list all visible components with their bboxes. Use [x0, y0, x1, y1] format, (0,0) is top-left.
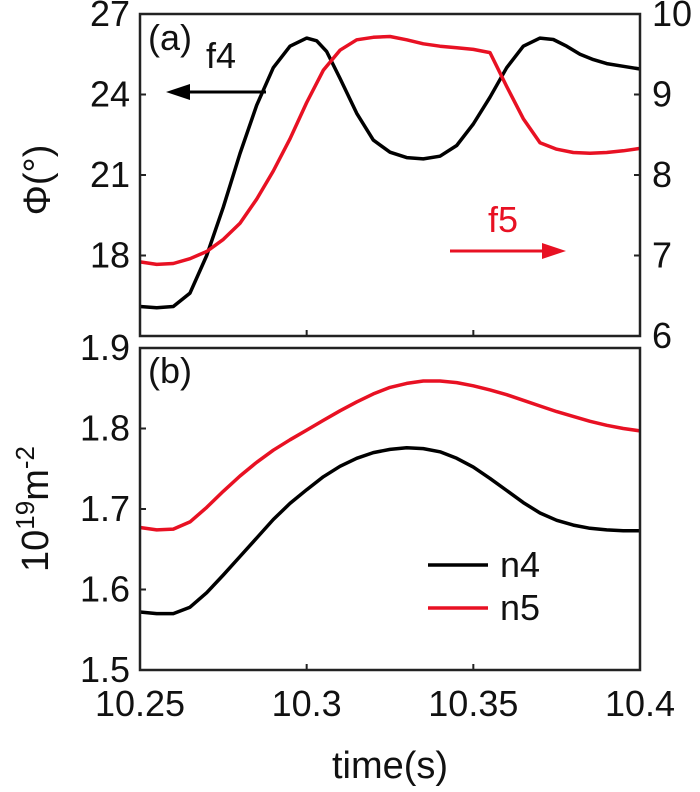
y-tick-label-right-a: 7 [652, 235, 672, 276]
f5-line [139, 34, 641, 267]
f4-arrow [166, 84, 266, 100]
f4-line [139, 36, 641, 310]
y-tick-label-b: 1.7 [80, 488, 130, 529]
panel-a-label: (a) [148, 17, 192, 58]
ylabel-unit-exp: -2 [10, 446, 40, 469]
legend-label-n4: n4 [500, 544, 540, 585]
x-tick-label: 10.35 [428, 683, 518, 724]
y-tick-label-b: 1.6 [80, 569, 130, 610]
y-tick-label-left-a: 27 [90, 0, 130, 34]
panel-b: 1.5 1.6 1.7 1.8 1.9 10.25 10.3 10.35 10.4 1019m-… [10, 327, 675, 787]
y-tick-label-b: 1.9 [80, 327, 130, 368]
panel-b-label: (b) [148, 350, 192, 391]
panel-a-lines [139, 34, 641, 310]
panel-b-ticks [139, 347, 641, 671]
x-tick-label: 10.3 [272, 683, 342, 724]
f4-annotation: f4 [206, 35, 236, 76]
y-tick-label-right-a: 9 [652, 74, 672, 115]
legend: n4 n5 [428, 544, 540, 628]
ylabel-base: 10 [15, 530, 57, 572]
panel-a-frame [138, 12, 642, 338]
y-tick-label-left-a: 24 [90, 74, 130, 115]
panel-b-frame [138, 346, 642, 672]
ylabel-exp: 19 [10, 501, 40, 530]
y-tick-label-b: 1.8 [80, 408, 130, 449]
y-tick-label-right-a: 6 [652, 315, 672, 356]
n4-line [139, 446, 640, 616]
y-tick-label-right-a: 10 [652, 0, 692, 34]
panel-a-tick-labels: 18 21 24 27 6 7 8 9 10 [90, 0, 692, 356]
panel-b-tick-labels: 1.5 1.6 1.7 1.8 1.9 10.25 10.3 10.35 10.4 [80, 327, 675, 724]
x-tick-label: 10.4 [605, 683, 675, 724]
y-tick-label-left-a: 21 [90, 154, 130, 195]
panel-b-xlabel: time(s) [332, 745, 448, 787]
panel-a-ylabel: Φ(°) [17, 145, 59, 216]
y-tick-label-right-a: 8 [652, 154, 672, 195]
ylabel-unit: m [15, 469, 57, 501]
y-tick-label-b: 1.5 [80, 649, 130, 690]
n5-line [139, 379, 641, 532]
x-tick-label: 10.25 [95, 683, 185, 724]
legend-label-n5: n5 [500, 587, 540, 628]
panel-b-ylabel: 1019m-2 [10, 446, 57, 572]
panel-b-lines [139, 379, 641, 616]
y-tick-label-left-a: 18 [90, 235, 130, 276]
panel-a: 18 21 24 27 6 7 8 9 10 Φ(°) (a) f4 f5 [17, 0, 692, 356]
f5-annotation: f5 [488, 199, 518, 240]
f5-arrow [450, 243, 566, 259]
